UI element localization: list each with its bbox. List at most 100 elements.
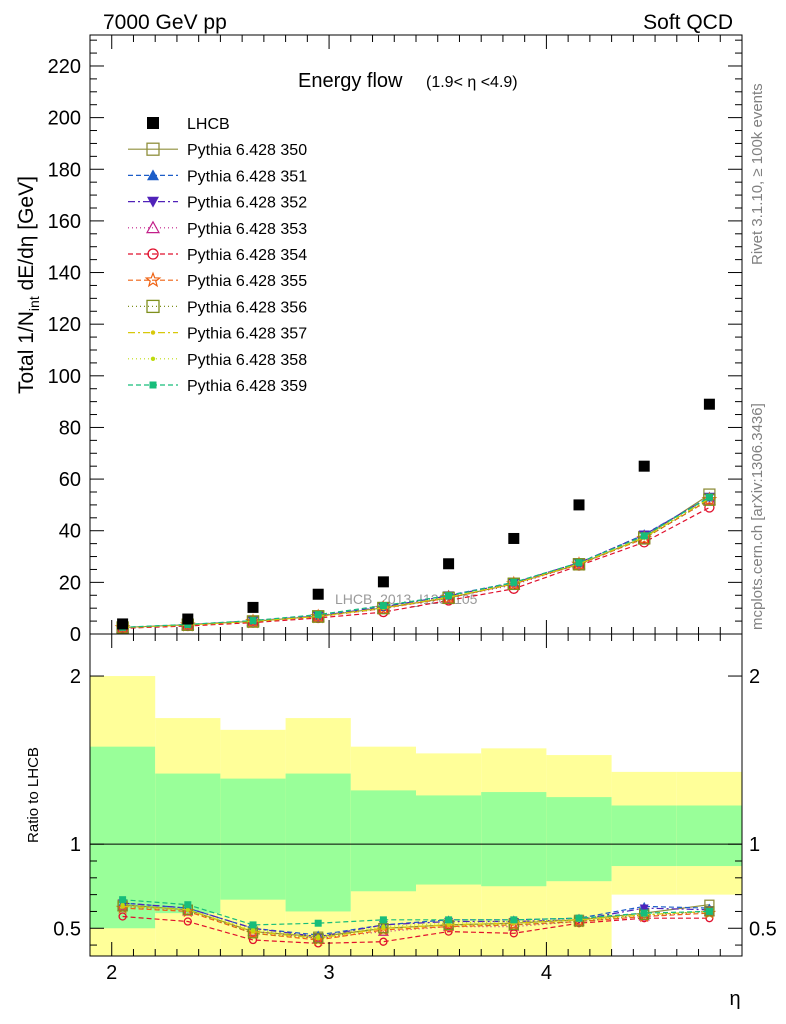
main-y-tick-label: 20 [59, 572, 81, 594]
legend-marker [147, 248, 159, 260]
ratio-y-tick-label: 0.5 [53, 918, 81, 940]
legend-label: Pythia 6.428 355 [187, 273, 307, 290]
legend-marker [146, 299, 160, 314]
ratio-y-tick-label-right: 2 [749, 666, 760, 688]
main-y-axis-label: Total 1/Nint dE/dη [GeV] [15, 176, 42, 394]
inner-band [611, 805, 677, 867]
main-y-tick-label: 200 [48, 108, 81, 130]
series-line [122, 497, 710, 629]
ratio-point [445, 916, 453, 924]
legend-marker [145, 220, 161, 234]
ratio-series [115, 896, 717, 948]
x-tick-label: 3 [324, 962, 335, 984]
ratio-point [120, 902, 125, 907]
series-line [122, 499, 710, 629]
main-series [114, 488, 718, 634]
main-y-tick-label: 40 [59, 521, 81, 543]
ratio-point [316, 934, 321, 939]
lhcb-data-point [573, 499, 585, 511]
lhcb-data-point [182, 613, 194, 625]
legend-label: Pythia 6.428 356 [187, 299, 307, 316]
series-point [310, 608, 327, 624]
lhcb-data-point [312, 588, 324, 600]
ratio-frame [89, 633, 743, 957]
legend-marker [147, 169, 159, 181]
series-point [701, 491, 718, 507]
legend-label: Pythia 6.428 350 [187, 142, 307, 159]
lhcb-data-point [117, 618, 129, 630]
ratio-line [122, 899, 710, 926]
ratio-panel: 0.5 1 2 0.5 1 2 2 3 4 Ratio to LHCB η [25, 633, 777, 1010]
ratio-line [122, 907, 710, 941]
ratio-point [705, 907, 713, 915]
ratio-point [379, 937, 388, 946]
series-line [122, 497, 710, 629]
ratio-line [122, 902, 710, 936]
series-line [122, 499, 710, 629]
ratio-point [575, 914, 583, 922]
x-axis-label: η [729, 988, 740, 1010]
series-point [575, 559, 583, 567]
main-y-tick-label: 120 [48, 314, 81, 336]
series-point [640, 532, 648, 540]
main-y-ticks [90, 35, 742, 635]
main-y-tick-label: 140 [48, 263, 81, 285]
series-line [122, 499, 710, 629]
ratio-point [250, 927, 256, 933]
series-point [245, 613, 261, 629]
ratio-point [119, 896, 127, 904]
legend-marker [150, 356, 156, 361]
inner-band [285, 773, 351, 912]
ratio-point [510, 916, 518, 924]
lhcb-data-point [508, 532, 520, 544]
inner-band [350, 790, 416, 892]
lhcb-data [117, 398, 715, 630]
legend-label: Pythia 6.428 352 [187, 195, 307, 212]
main-y-tick-label: 0 [70, 624, 81, 646]
series-line [122, 506, 710, 629]
chart-title-sub: (1.9< η <4.9) [426, 74, 518, 91]
ratio-line [122, 904, 710, 938]
ratio-y-tick-label-right: 0.5 [749, 918, 777, 940]
ratio-y-tick-label-right: 1 [749, 834, 760, 856]
lhcb-data-point [703, 398, 715, 410]
chart-title: Energy flow [298, 70, 403, 92]
legend-label: Pythia 6.428 358 [187, 352, 307, 369]
lhcb-data-point [247, 601, 259, 613]
inner-band [676, 805, 742, 867]
main-y-tick-label: 180 [48, 159, 81, 181]
series-line [122, 496, 710, 629]
main-y-tick-label: 220 [48, 56, 81, 78]
inner-band [416, 795, 482, 885]
ratio-tick-labels: 0.5 1 2 0.5 1 2 2 3 4 [53, 666, 777, 984]
main-y-tick-label: 100 [48, 366, 81, 388]
legend-marker [146, 142, 160, 156]
series-point [445, 592, 453, 600]
rivet-label: Rivet 3.1.10, ≥ 100k events [749, 83, 766, 265]
ratio-ticks [90, 634, 742, 956]
main-y-tick-label: 60 [59, 469, 81, 491]
ratio-point [314, 919, 322, 927]
ratio-point [639, 904, 649, 913]
legend-marker [144, 271, 162, 288]
ratio-y-axis-label: Ratio to LHCB [25, 747, 42, 843]
legend-label: Pythia 6.428 359 [187, 378, 307, 395]
inner-band [155, 773, 221, 914]
legend-label: LHCB [187, 116, 230, 133]
main-y-tick-label: 160 [48, 211, 81, 233]
legend: LHCB Pythia 6.428 350 Pythia 6.428 351 Pyth… [128, 116, 307, 395]
mcplots-label: mcplots.cern.ch [arXiv:1306.3436] [749, 403, 766, 630]
ratio-point [640, 909, 648, 917]
ratio-point [381, 924, 386, 929]
ratio-point [248, 935, 258, 945]
legend-label: Pythia 6.428 351 [187, 168, 307, 185]
ratio-point [185, 907, 190, 912]
series-line [122, 494, 710, 629]
ratio-point [184, 901, 192, 909]
ratio-point [118, 912, 127, 921]
legend-label: Pythia 6.428 353 [187, 221, 307, 238]
ratio-point [379, 916, 387, 924]
x-tick-label: 4 [541, 962, 552, 984]
series-point [249, 617, 257, 625]
